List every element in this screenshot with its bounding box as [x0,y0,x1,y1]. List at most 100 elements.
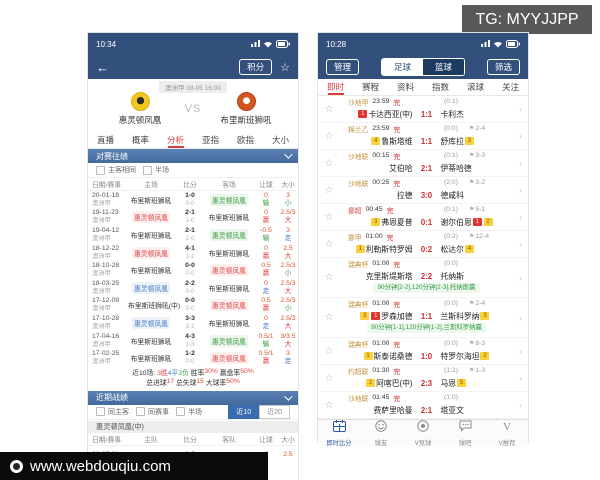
star-icon[interactable]: ☆ [324,130,334,142]
match-league: 澳洲甲 [92,340,111,348]
column-header: 大小 [281,182,295,189]
bottom-nav-V竞球[interactable]: V竞球 [402,420,444,447]
rank-badge: 3 [464,137,474,145]
range-button-近10[interactable]: 近10 [228,404,260,419]
match-league: 澳洲甲 [92,217,111,225]
star-icon[interactable]: ☆ [324,238,334,250]
match-row[interactable]: ☆ 挪超 00:45 完 (0:1) ⚑ 5-1 3 弗恩夏普 0:1 谢尔伯恩 1 2 › [318,204,528,231]
tab-3[interactable]: 分析 [158,131,193,148]
half-time-score: 0-0 [185,305,195,313]
recent-filter-row: 同主客 同赛事 半场 近10 近20 [88,404,298,420]
tab-1[interactable]: 即时 [318,79,353,95]
star-icon[interactable]: ☆ [324,157,334,169]
match-row[interactable]: ☆ 瑞典杯 01:00 完 (0:0) ⚑ 8-3 1 斯泰诺桑德 1:0 特罗尔海坦 2 › [318,338,528,365]
home-team-name: 弗恩夏普 [381,217,413,227]
star-icon[interactable]: ☆ [324,184,334,196]
tab-6[interactable]: 关注 [501,82,519,92]
match-row[interactable]: ☆ 瑞典杯 01:00 完 (0:0) ⚑ 2-4 3 1 罗森加德 1:1 兰斯科罗纳 3 90分钟[1… [318,298,528,338]
star-icon[interactable]: ☆ [324,103,334,115]
match-row[interactable]: ☆ 挪甲 01:00 完 (0:2) ⚑ 12-4 1 利勒斯特罗姆 0:2 松达尔 4 › [318,231,528,258]
chevron-right-icon[interactable]: › [519,400,522,410]
chevron-right-icon[interactable]: › [519,272,522,283]
match-meta-line: 瑞典杯 01:00 完 (0:0) ⚑ 8-3 [340,338,513,349]
tab-3[interactable]: 资料 [396,82,414,92]
bottom-nav-V推荐[interactable]: V V推荐 [486,420,528,447]
tab-4[interactable]: 指数 [431,82,449,92]
home-team-name: 罗森加德 [381,311,413,321]
away-side: 德咸科 [441,190,514,201]
handicap-result: 输 [262,340,270,348]
chevron-right-icon[interactable]: › [519,104,522,114]
league-name: 沙地联 [348,395,369,403]
h2h-section-bar[interactable]: 对赛往绩 [88,149,298,163]
star-icon[interactable]: ☆ [324,399,334,411]
corner-count: 2-4 [475,300,486,307]
extra-time-note: 90分钟[1-1],120分钟[1-2],兰斯科罗纳赢 [340,323,513,336]
match-row[interactable]: ☆ 瑞典杯 01:00 完 (0:0) 克里斯堤斯塔 2:2 托纳斯 90分钟[2-2],120… [318,258,528,298]
manage-button[interactable]: 管理 [326,59,360,75]
back-icon[interactable]: ← [96,59,109,75]
checkbox[interactable] [136,407,145,417]
chevron-right-icon[interactable]: › [519,158,522,168]
star-icon[interactable]: ☆ [324,312,334,323]
match-row[interactable]: ☆ 约超联 01:30 完 (1:2) ⚑ 1-3 2 阿喀巴(中) 2:3 马恩 5 › [318,365,528,392]
date-cell: 17-12-09 澳洲甲 [88,297,126,313]
tab-5[interactable]: 滚球 [466,82,484,92]
tg-banner: TG: MYYJJPP [462,5,592,34]
checkbox[interactable] [96,165,105,175]
match-time: 01:30 [372,367,390,374]
recent-section-bar[interactable]: 近期战绩 [88,390,298,405]
h2h-filter-row: 主客相同 半场 [88,163,298,178]
favorite-star-icon[interactable]: ☆ [280,61,290,74]
checkbox[interactable] [176,407,185,417]
checkbox[interactable] [143,165,152,175]
bottom-nav-即时比分[interactable]: 即时比分 [318,420,360,447]
bottom-nav-球吧[interactable]: 球吧 [444,420,486,447]
chevron-right-icon[interactable]: › [519,239,522,249]
tab-1[interactable]: 直播 [96,134,114,145]
chevron-right-icon[interactable]: › [519,185,522,195]
star-icon[interactable]: ☆ [324,345,334,357]
over-under-value: 2.5/3 [280,279,296,287]
tab-6[interactable]: 大小 [271,134,289,145]
checkbox[interactable] [96,407,105,417]
segment-basketball[interactable]: 篮球 [423,59,465,75]
star-icon[interactable]: ☆ [324,272,334,283]
match-date: 17-10-28 [92,314,120,322]
home-team[interactable]: 惠灵顿凤凰 [108,92,172,126]
match-date: 18-03-25 [92,279,120,287]
match-row[interactable]: ☆ 沙地甲 23:59 完 (0:1) 1 卡达西亚(中) 1:1 卡利杰 › [318,96,528,123]
bottom-nav-球友[interactable]: 球友 [360,420,402,447]
star-icon[interactable]: ☆ [324,372,334,384]
tab-5[interactable]: 欧指 [236,134,254,145]
table-row: 18-10-28 澳洲甲 布里斯班狮吼 0-0 0-0 惠灵顿凤凰 0.5 赢 2.5/3 小 [88,261,298,279]
chevron-right-icon[interactable]: › [519,373,522,383]
tab-2[interactable]: 赛程 [361,82,379,92]
left-status-bar: 10:34 [88,33,298,55]
handicap-value: 0.5/1 [258,350,274,358]
match-row[interactable]: ☆ 棉兰乙 23:59 完 (0:0) ⚑ 2-4 4 鲁斯塔维 1:1 舒库拉 3 › [318,123,528,150]
match-row[interactable]: ☆ 沙地联 00:25 完 (2:0) ⚑ 3-2 拉德 3:0 德咸科 › [318,177,528,204]
filter-button[interactable]: 筛选 [486,59,520,75]
date-cell: 19-11-23 澳洲甲 [88,209,126,225]
match-row[interactable]: ☆ 沙地联 01:45 完 (1:0) 费萨里哈曼 2:1 塔亚文 › [318,392,528,419]
corner-flag-icon: ⚑ [469,153,475,159]
home-side: 4 鲁斯塔维 [340,136,413,147]
match-score: 0:2 [420,244,433,254]
away-team-name: 马恩 [440,378,457,388]
chevron-right-icon[interactable]: › [519,212,522,222]
tab-2[interactable]: 概率 [131,134,149,145]
chevron-right-icon[interactable]: › [519,312,522,323]
chevron-right-icon[interactable]: › [519,346,522,356]
standings-button[interactable]: 积分 [239,59,273,75]
range-button-近20[interactable]: 近20 [259,404,290,419]
tab-4[interactable]: 亚指 [201,134,219,145]
away-team[interactable]: 布里斯班狮吼 [214,92,278,126]
match-content: 沙地联 01:45 完 (1:0) 费萨里哈曼 2:1 塔亚文 [340,392,513,418]
chevron-right-icon[interactable]: › [519,131,522,141]
star-icon[interactable]: ☆ [324,211,334,223]
segment-football[interactable]: 足球 [381,59,423,75]
match-row[interactable]: ☆ 沙地联 00:15 完 (0:1) ⚑ 3-3 艾伯哈 2:1 伊蒂哈德 › [318,150,528,177]
